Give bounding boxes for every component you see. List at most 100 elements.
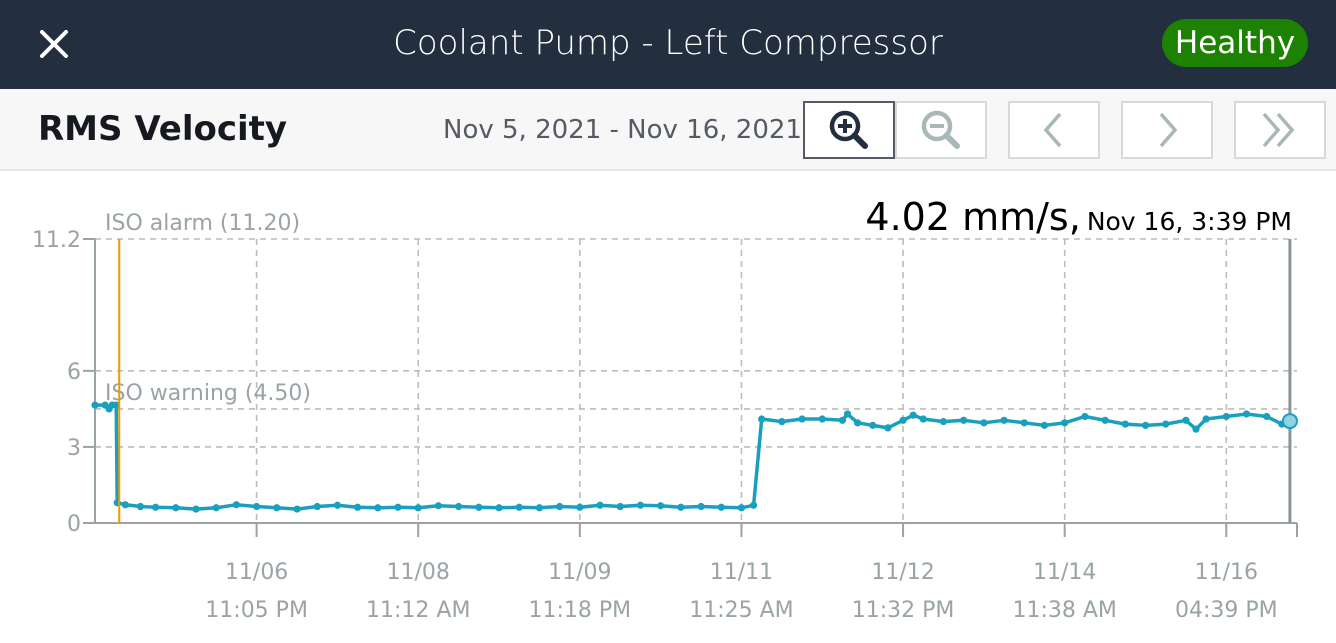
cursor-point bbox=[1281, 413, 1298, 430]
data-point bbox=[374, 504, 382, 512]
data-point bbox=[616, 502, 624, 511]
data-point bbox=[884, 424, 892, 432]
data-point bbox=[394, 503, 402, 511]
data-point bbox=[1020, 419, 1028, 427]
x-tick-date: 11/16 bbox=[1195, 560, 1258, 585]
data-point bbox=[1040, 421, 1049, 429]
data-point bbox=[434, 502, 443, 510]
data-point bbox=[843, 410, 852, 418]
x-tick-date: 11/11 bbox=[710, 560, 773, 585]
data-point bbox=[869, 421, 877, 429]
data-point bbox=[758, 415, 766, 423]
data-point bbox=[414, 504, 422, 512]
data-point bbox=[253, 502, 261, 511]
data-point bbox=[576, 503, 584, 511]
x-tick-date: 11/08 bbox=[387, 560, 450, 585]
data-point bbox=[232, 501, 241, 509]
double-chevron-right-icon bbox=[1262, 112, 1295, 148]
close-icon bbox=[40, 30, 68, 58]
zoom-out-button[interactable] bbox=[895, 101, 987, 159]
data-point bbox=[1182, 416, 1190, 424]
data-point bbox=[749, 501, 758, 509]
close-button[interactable] bbox=[36, 26, 72, 62]
data-point bbox=[1141, 421, 1150, 429]
metric-title: RMS Velocity bbox=[38, 109, 288, 149]
data-point bbox=[192, 505, 200, 513]
data-point bbox=[697, 502, 705, 511]
data-point bbox=[1242, 410, 1251, 418]
chart-toolbar: RMS Velocity Nov 5, 2021 - Nov 16, 2021 bbox=[0, 89, 1336, 171]
data-point bbox=[556, 502, 564, 511]
x-tick-date: 11/14 bbox=[1033, 560, 1096, 585]
x-tick-time: 11:05 PM bbox=[205, 598, 308, 623]
x-tick-date: 11/06 bbox=[225, 560, 288, 585]
x-tick-time: 11:12 AM bbox=[366, 598, 470, 623]
data-point bbox=[596, 501, 604, 509]
jump-to-latest-button[interactable] bbox=[1234, 101, 1326, 159]
data-point bbox=[212, 504, 220, 512]
data-point bbox=[1202, 415, 1210, 423]
header-bar: Coolant Pump - Left Compressor Healthy bbox=[0, 0, 1336, 89]
data-point bbox=[778, 417, 786, 426]
status-badge: Healthy bbox=[1162, 19, 1308, 67]
data-point bbox=[854, 419, 862, 427]
data-point bbox=[1061, 419, 1069, 427]
readout-time: Nov 16, 3:39 PM bbox=[1086, 207, 1292, 236]
data-point bbox=[293, 505, 301, 513]
data-point bbox=[1000, 416, 1008, 424]
data-point bbox=[515, 503, 523, 511]
data-point bbox=[112, 401, 120, 409]
rms-velocity-chart[interactable]: 4.02 mm/s, Nov 16, 3:39 PM 0 3 6 11.2 11/06 11… bbox=[0, 171, 1336, 643]
iso-warning-label: ISO warning (4.50) bbox=[105, 381, 311, 406]
data-point bbox=[1192, 425, 1200, 433]
data-point bbox=[980, 419, 988, 427]
y-tick-label: 6 bbox=[67, 360, 81, 385]
data-point bbox=[172, 504, 180, 512]
iso-alarm-label: ISO alarm (11.20) bbox=[105, 211, 300, 236]
data-point bbox=[636, 501, 645, 509]
data-point bbox=[1263, 412, 1271, 421]
data-point bbox=[960, 416, 968, 424]
data-point bbox=[1081, 412, 1089, 421]
x-tick-time: 11:32 PM bbox=[852, 598, 955, 623]
data-point bbox=[136, 502, 145, 511]
chart-plot[interactable]: 0 3 6 11.2 11/06 11:05 PM 11/08 11:12 AM 11/09 11… bbox=[0, 171, 1336, 643]
next-period-button[interactable] bbox=[1121, 101, 1213, 159]
data-point bbox=[717, 503, 725, 511]
data-point bbox=[677, 503, 685, 511]
data-point bbox=[1101, 416, 1109, 424]
data-point bbox=[909, 411, 917, 419]
x-tick-time: 04:39 PM bbox=[1175, 598, 1278, 623]
data-point bbox=[313, 502, 321, 511]
x-tick-time: 11:38 AM bbox=[1012, 598, 1116, 623]
data-point bbox=[838, 416, 847, 424]
y-tick-label: 11.2 bbox=[32, 228, 81, 253]
data-point bbox=[495, 504, 503, 512]
x-tick-time: 11:25 AM bbox=[689, 598, 793, 623]
data-point bbox=[798, 415, 806, 423]
data-point bbox=[354, 503, 362, 511]
y-tick-label: 3 bbox=[67, 436, 81, 461]
data-point bbox=[273, 504, 281, 512]
x-tick-date: 11/12 bbox=[871, 560, 934, 585]
data-point bbox=[455, 502, 463, 511]
readout-value: 4.02 mm/s, bbox=[865, 195, 1081, 239]
data-point bbox=[475, 503, 483, 511]
value-readout: 4.02 mm/s, Nov 16, 3:39 PM bbox=[865, 195, 1292, 239]
data-point bbox=[333, 501, 342, 509]
page-title: Coolant Pump - Left Compressor bbox=[393, 23, 943, 63]
zoom-in-button[interactable] bbox=[803, 101, 895, 159]
chevron-right-icon bbox=[1159, 112, 1178, 148]
data-point bbox=[152, 503, 160, 511]
data-point bbox=[899, 416, 907, 424]
data-point bbox=[535, 504, 544, 512]
date-range: Nov 5, 2021 - Nov 16, 2021 bbox=[443, 115, 802, 145]
data-point bbox=[121, 501, 129, 509]
data-point bbox=[1121, 420, 1129, 428]
x-tick-date: 11/09 bbox=[548, 560, 611, 585]
data-point bbox=[657, 502, 665, 510]
data-point bbox=[818, 415, 826, 423]
data-point bbox=[737, 504, 746, 512]
data-point bbox=[91, 401, 99, 409]
previous-period-button[interactable] bbox=[1008, 101, 1100, 159]
